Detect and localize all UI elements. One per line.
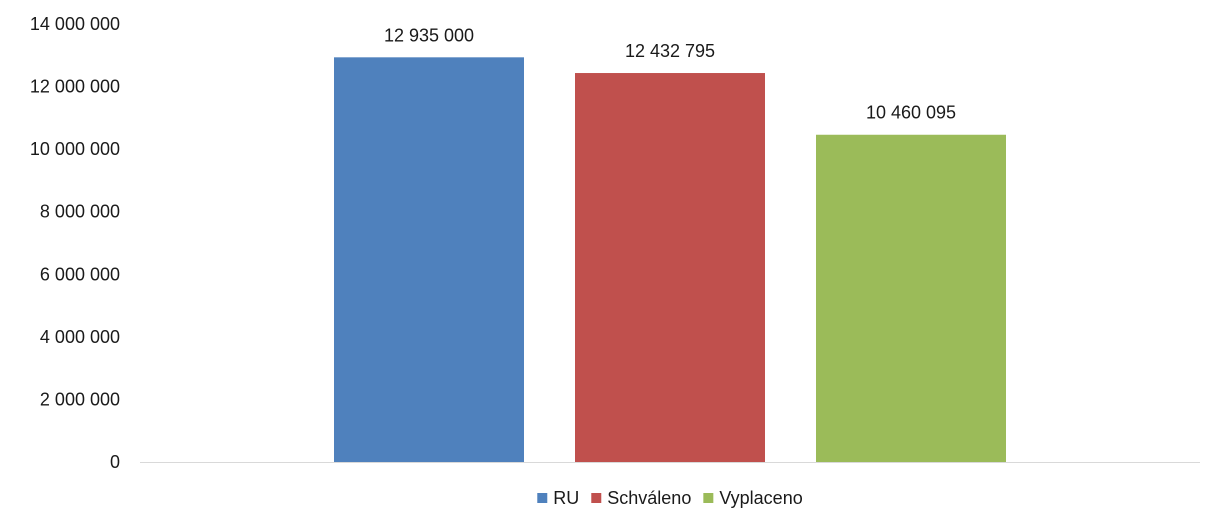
y-tick-label: 8 000 000: [40, 202, 120, 222]
legend-item-schváleno: Schváleno: [591, 488, 691, 508]
legend-swatch: [703, 493, 714, 503]
legend-swatch: [591, 493, 602, 503]
y-tick-label: 2 000 000: [40, 389, 120, 409]
y-tick-label: 14 000 000: [30, 14, 120, 34]
y-tick-label: 12 000 000: [30, 77, 120, 97]
bar-vyplaceno: [816, 134, 1006, 462]
data-label-schváleno: 12 432 795: [625, 41, 715, 61]
legend-label: Schváleno: [607, 488, 691, 508]
data-label-vyplaceno: 10 460 095: [866, 103, 956, 123]
y-axis: 0 2 000 000 4 000 000 6 000 000 8 000 000 10 …: [30, 14, 120, 472]
data-label-ru: 12 935 000: [384, 25, 474, 45]
bar-ru: [334, 57, 524, 463]
legend: RU Schváleno Vyplaceno: [537, 488, 803, 508]
legend-item-vyplaceno: Vyplaceno: [703, 488, 803, 508]
bars: [334, 57, 1006, 463]
y-tick-label: 0: [110, 452, 120, 472]
legend-item-ru: RU: [537, 488, 579, 508]
bar-schváleno: [575, 73, 765, 462]
y-tick-label: 6 000 000: [40, 264, 120, 284]
legend-label: Vyplaceno: [719, 488, 802, 508]
y-tick-label: 10 000 000: [30, 139, 120, 159]
data-labels: 12 935 000 12 432 795 10 460 095: [384, 25, 956, 122]
legend-swatch: [537, 493, 548, 503]
legend-label: RU: [553, 488, 579, 508]
y-tick-label: 4 000 000: [40, 327, 120, 347]
